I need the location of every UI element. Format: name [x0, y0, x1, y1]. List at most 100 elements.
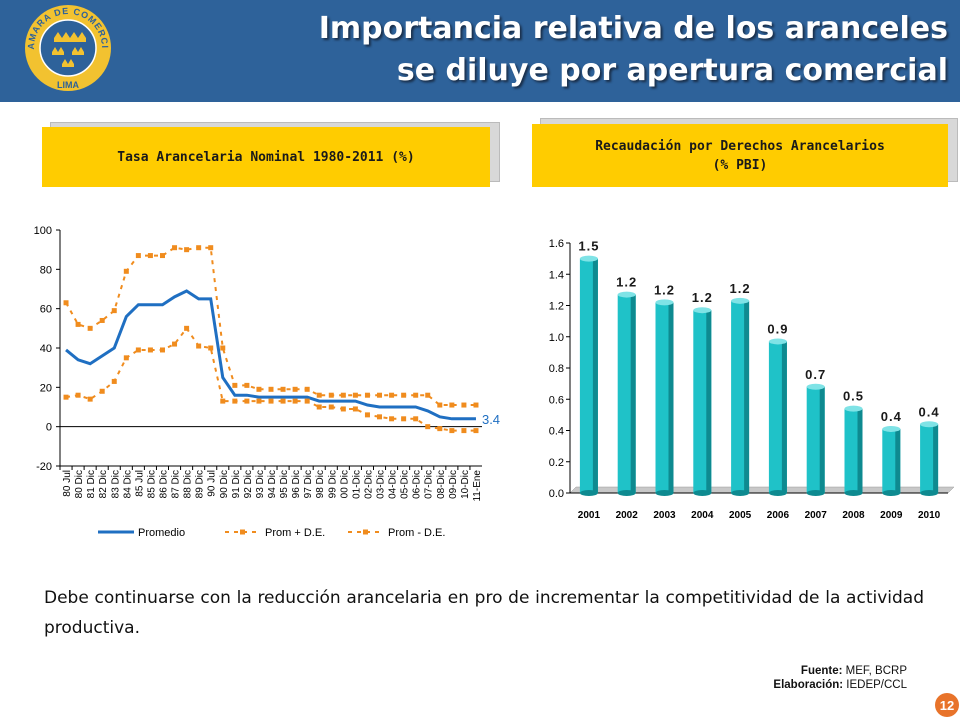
- x-tick-label: 2004: [691, 510, 714, 521]
- series-point: [280, 398, 286, 404]
- left-chart-title: Tasa Arancelaria Nominal 1980-2011 (%): [117, 149, 415, 165]
- y-tick-label: 1.4: [549, 269, 564, 281]
- x-tick-label: 99 Dic: [327, 470, 338, 498]
- x-tick-label: 09-Dic: [448, 470, 459, 499]
- series-point: [328, 392, 334, 398]
- x-tick-label: 06-Dic: [412, 470, 423, 499]
- bar-base: [655, 490, 674, 496]
- bar-top: [655, 299, 674, 306]
- bar-shade: [630, 294, 636, 493]
- x-tick-label: 05-Dic: [400, 470, 411, 499]
- bar-data-label: 0.4: [881, 409, 902, 424]
- series-point: [75, 392, 81, 398]
- fuente-label: Fuente:: [800, 665, 843, 677]
- y-tick-label: 0.8: [549, 363, 564, 375]
- series-point: [364, 392, 370, 398]
- bar-top: [806, 383, 825, 390]
- series-point: [220, 398, 226, 404]
- right-chart-title-line2: (% PBI): [712, 157, 768, 173]
- series-point: [256, 386, 262, 392]
- bar-base: [617, 490, 636, 496]
- y-tick-label: 60: [40, 304, 52, 316]
- series-point: [184, 325, 190, 331]
- bar-base: [768, 490, 787, 496]
- x-tick-label: 92 Dic: [243, 470, 254, 498]
- x-tick-label: 10-Dic: [460, 470, 471, 499]
- series-point: [280, 386, 286, 392]
- x-tick-label: 80 Jul: [62, 470, 73, 497]
- legend-label: Prom + D.E.: [265, 527, 325, 539]
- x-tick-label: 88 Dic: [183, 470, 194, 498]
- series-point: [135, 253, 141, 259]
- x-tick-label: 83 Dic: [110, 470, 121, 498]
- series-point: [159, 347, 165, 353]
- series-point: [159, 253, 165, 259]
- series-point: [340, 392, 346, 398]
- bar-shade: [781, 341, 787, 493]
- x-tick-label: 86 Dic: [158, 470, 169, 498]
- series-point: [99, 388, 105, 394]
- bar-data-label: 0.5: [843, 389, 864, 404]
- y-tick-label: 0: [46, 422, 52, 434]
- bar-top: [768, 338, 787, 345]
- x-tick-label: 2003: [653, 510, 676, 521]
- series-point: [473, 428, 479, 434]
- bar-data-label: 1.5: [578, 239, 599, 254]
- series-point: [232, 382, 238, 388]
- page-title: Importancia relativa de los aranceles se…: [308, 8, 948, 92]
- x-tick-label: 85 Jul: [134, 470, 145, 497]
- series-point: [147, 347, 153, 353]
- customs-revenue-bar-chart: 0.0 0.2 0.4 0.6 0.8 1.0 1.2 1.4 1.6 1.5 2001 1.2 200…: [549, 238, 955, 521]
- bar-top: [579, 255, 598, 262]
- legend-label: Prom - D.E.: [388, 527, 445, 539]
- x-tick-label: 82 Dic: [98, 470, 109, 498]
- x-tick-label: 90 Dic: [219, 470, 230, 498]
- bar-data-label: 0.4: [919, 404, 940, 419]
- series-point: [147, 253, 153, 259]
- x-tick-label: 2010: [918, 510, 941, 521]
- legend-marker: [240, 529, 245, 535]
- bar-base: [579, 490, 598, 496]
- x-tick-label: 2009: [880, 510, 903, 521]
- y-tick-label: 80: [40, 264, 52, 276]
- bar-top: [731, 297, 750, 304]
- y-tick-label: 0.4: [549, 426, 564, 438]
- series-point: [123, 268, 129, 274]
- series-line-3: [65, 326, 476, 432]
- bar-base: [920, 490, 939, 496]
- x-tick-label: 03-Dic: [376, 470, 387, 499]
- source-note: Fuente: MEF, BCRP Elaboración: IEDEP/CCL: [600, 664, 907, 692]
- y-tick-label: 1.0: [549, 332, 564, 344]
- x-tick-label: 96 Dic: [291, 470, 302, 498]
- header-bar: CAMARA DE COMERCIO LIMA Importancia rela…: [0, 0, 960, 102]
- series-line-1: [65, 289, 476, 421]
- x-tick-label: 2007: [805, 510, 828, 521]
- x-tick-label: 97 Dic: [303, 470, 314, 498]
- series-point: [184, 247, 190, 253]
- series-point: [111, 308, 117, 314]
- series-point: [123, 355, 129, 361]
- x-tick-label: 02-Dic: [363, 470, 374, 499]
- y-tick-label: 0.6: [549, 394, 564, 406]
- y-tick-label: 20: [40, 382, 52, 394]
- y-tick-label: 1.2: [549, 301, 564, 313]
- y-tick-label: -20: [36, 461, 52, 473]
- x-tick-label: 11-Ene: [472, 470, 483, 502]
- series-point: [316, 404, 322, 410]
- series-point: [135, 347, 141, 353]
- y-tick-label: 0.0: [549, 488, 564, 500]
- series-point: [172, 245, 178, 251]
- series-point: [268, 386, 274, 392]
- x-tick-label: 85 Dic: [146, 470, 157, 498]
- series-point: [268, 398, 274, 404]
- series-point: [461, 402, 467, 408]
- series-point: [244, 398, 250, 404]
- elaboracion-value: IEDEP/CCL: [846, 679, 907, 691]
- x-tick-label: 89 Dic: [195, 470, 206, 498]
- end-value-annotation: 3.4: [482, 412, 500, 427]
- series-point: [449, 402, 455, 408]
- x-tick-label: 00 Dic: [339, 470, 350, 498]
- page-number-badge: 12: [935, 693, 959, 717]
- series-point: [437, 426, 443, 432]
